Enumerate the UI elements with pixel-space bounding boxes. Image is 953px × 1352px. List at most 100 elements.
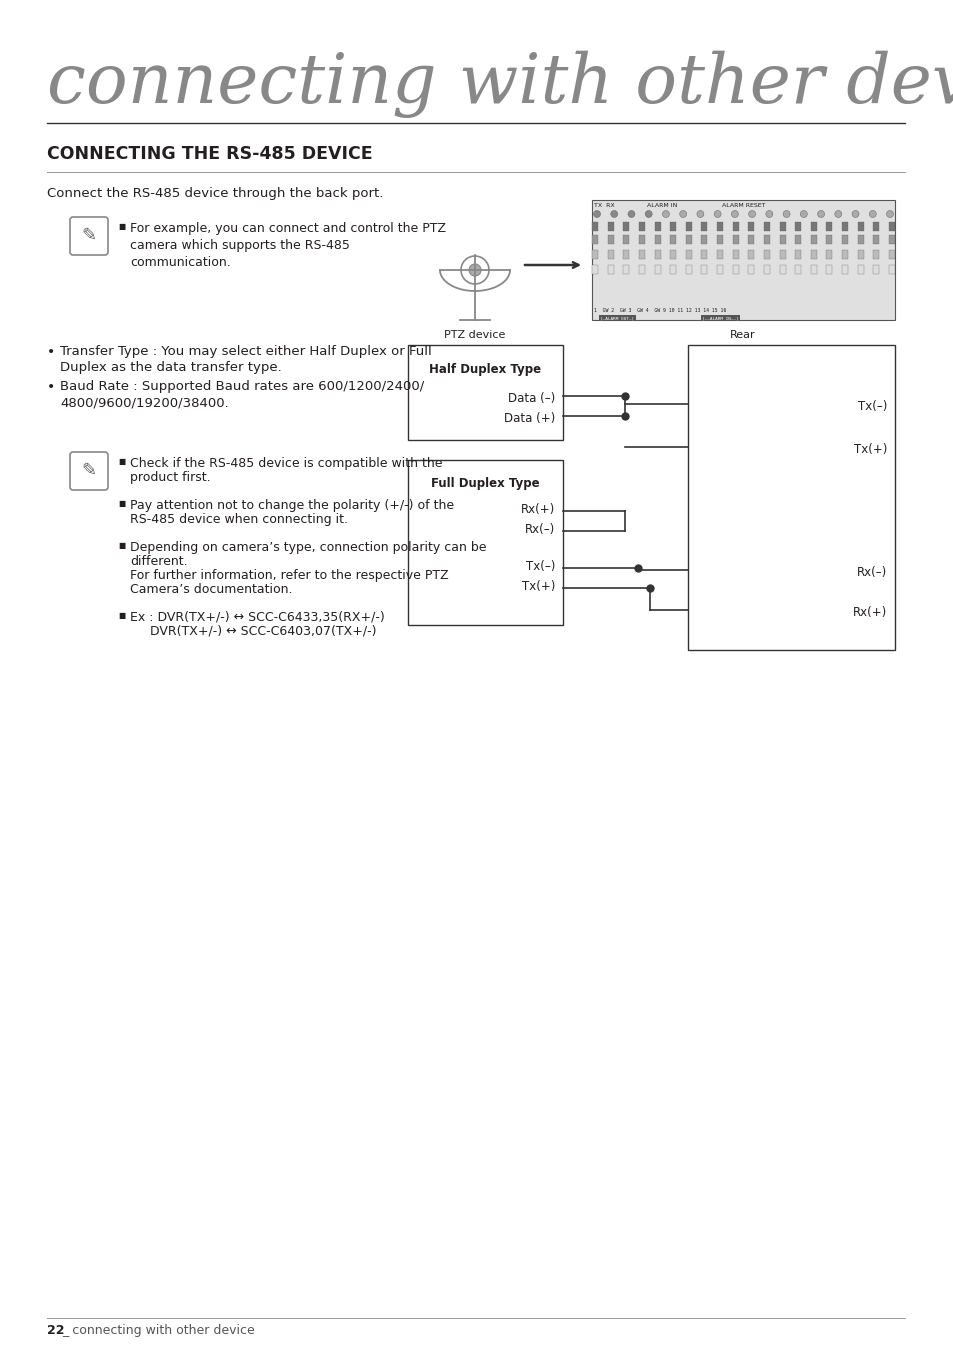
FancyBboxPatch shape: [70, 218, 108, 256]
Bar: [732, 265, 738, 274]
Text: Ex : DVR(TX+/-) ↔ SCC-C6433,35(RX+/-): Ex : DVR(TX+/-) ↔ SCC-C6433,35(RX+/-): [130, 611, 384, 625]
Bar: [408, 460, 562, 625]
Bar: [717, 235, 722, 243]
Text: CONNECTING THE RS-485 DEVICE: CONNECTING THE RS-485 DEVICE: [47, 145, 373, 164]
Bar: [639, 265, 644, 274]
Bar: [841, 235, 847, 243]
Text: TX  RX: TX RX: [594, 203, 614, 208]
Bar: [669, 235, 676, 243]
Bar: [872, 250, 879, 260]
Text: Data (+): Data (+): [503, 412, 555, 425]
Bar: [888, 222, 894, 231]
Text: Connect the RS-485 device through the back port.: Connect the RS-485 device through the ba…: [47, 187, 383, 200]
Bar: [685, 250, 691, 260]
Circle shape: [610, 211, 618, 218]
Bar: [872, 235, 879, 243]
Bar: [747, 235, 754, 243]
Bar: [592, 235, 598, 243]
Text: DVR(TX+/-) ↔ SCC-C6403,07(TX+/-): DVR(TX+/-) ↔ SCC-C6403,07(TX+/-): [130, 625, 376, 638]
Bar: [717, 250, 722, 260]
Circle shape: [469, 264, 480, 276]
Bar: [607, 222, 613, 231]
Text: different.: different.: [130, 556, 188, 568]
Text: Rx(–): Rx(–): [856, 566, 886, 579]
Bar: [654, 250, 659, 260]
Text: Full Duplex Type: Full Duplex Type: [431, 477, 539, 489]
Bar: [622, 265, 629, 274]
Text: Depending on camera’s type, connection polarity can be: Depending on camera’s type, connection p…: [130, 541, 486, 554]
Bar: [795, 250, 801, 260]
Text: ALARM RESET: ALARM RESET: [721, 203, 764, 208]
Bar: [825, 235, 832, 243]
Bar: [654, 235, 659, 243]
Text: Half Duplex Type: Half Duplex Type: [429, 362, 541, 376]
Bar: [888, 265, 894, 274]
Bar: [717, 265, 722, 274]
Text: |——ALARM IN——|: |——ALARM IN——|: [701, 316, 738, 320]
Circle shape: [714, 211, 720, 218]
Bar: [825, 222, 832, 231]
Bar: [888, 250, 894, 260]
Text: ■: ■: [118, 222, 125, 231]
Bar: [763, 250, 769, 260]
Bar: [607, 235, 613, 243]
Text: ■: ■: [118, 457, 125, 466]
Text: For example, you can connect and control the PTZ
camera which supports the RS-48: For example, you can connect and control…: [130, 222, 446, 269]
Text: Data (–): Data (–): [507, 392, 555, 406]
Circle shape: [748, 211, 755, 218]
Text: •: •: [47, 345, 55, 360]
Bar: [857, 235, 862, 243]
Bar: [687, 345, 894, 650]
Circle shape: [679, 211, 686, 218]
Text: |—ALARM OUT—|: |—ALARM OUT—|: [599, 316, 634, 320]
Text: 4800/9600/19200/38400.: 4800/9600/19200/38400.: [60, 396, 229, 410]
Text: ■: ■: [118, 611, 125, 621]
Text: Pay attention not to change the polarity (+/-) of the: Pay attention not to change the polarity…: [130, 499, 454, 512]
Bar: [639, 222, 644, 231]
Bar: [685, 235, 691, 243]
Bar: [795, 222, 801, 231]
Bar: [810, 265, 816, 274]
Bar: [825, 265, 832, 274]
Bar: [592, 200, 894, 320]
Circle shape: [885, 211, 893, 218]
Text: ALARM IN: ALARM IN: [646, 203, 677, 208]
Bar: [622, 250, 629, 260]
Text: PTZ device: PTZ device: [444, 330, 505, 339]
Bar: [622, 222, 629, 231]
Text: product first.: product first.: [130, 470, 211, 484]
Bar: [810, 222, 816, 231]
Bar: [592, 265, 598, 274]
Bar: [685, 265, 691, 274]
Bar: [592, 250, 598, 260]
Bar: [654, 222, 659, 231]
Bar: [669, 250, 676, 260]
Bar: [700, 250, 707, 260]
Text: _ connecting with other device: _ connecting with other device: [62, 1324, 254, 1337]
FancyBboxPatch shape: [70, 452, 108, 489]
Text: Rx(+): Rx(+): [520, 503, 555, 516]
Text: Tx(–): Tx(–): [525, 560, 555, 573]
Bar: [732, 222, 738, 231]
Bar: [607, 265, 613, 274]
Bar: [685, 222, 691, 231]
Bar: [747, 265, 754, 274]
Text: Camera’s documentation.: Camera’s documentation.: [130, 583, 293, 596]
Text: 1  GW 2  GW 3  GW 4  GW 9 10 11 12 13 14 15 16: 1 GW 2 GW 3 GW 4 GW 9 10 11 12 13 14 15 …: [594, 308, 725, 314]
Circle shape: [627, 211, 635, 218]
Bar: [669, 265, 676, 274]
Text: ✎: ✎: [81, 462, 96, 480]
Bar: [872, 265, 879, 274]
Circle shape: [851, 211, 858, 218]
Circle shape: [697, 211, 703, 218]
Bar: [408, 345, 562, 439]
Text: Rear: Rear: [729, 330, 755, 339]
Circle shape: [834, 211, 841, 218]
Circle shape: [817, 211, 823, 218]
Circle shape: [800, 211, 806, 218]
Bar: [857, 250, 862, 260]
Text: Transfer Type : You may select either Half Duplex or Full: Transfer Type : You may select either Ha…: [60, 345, 432, 358]
Bar: [639, 250, 644, 260]
Circle shape: [782, 211, 789, 218]
Bar: [810, 250, 816, 260]
